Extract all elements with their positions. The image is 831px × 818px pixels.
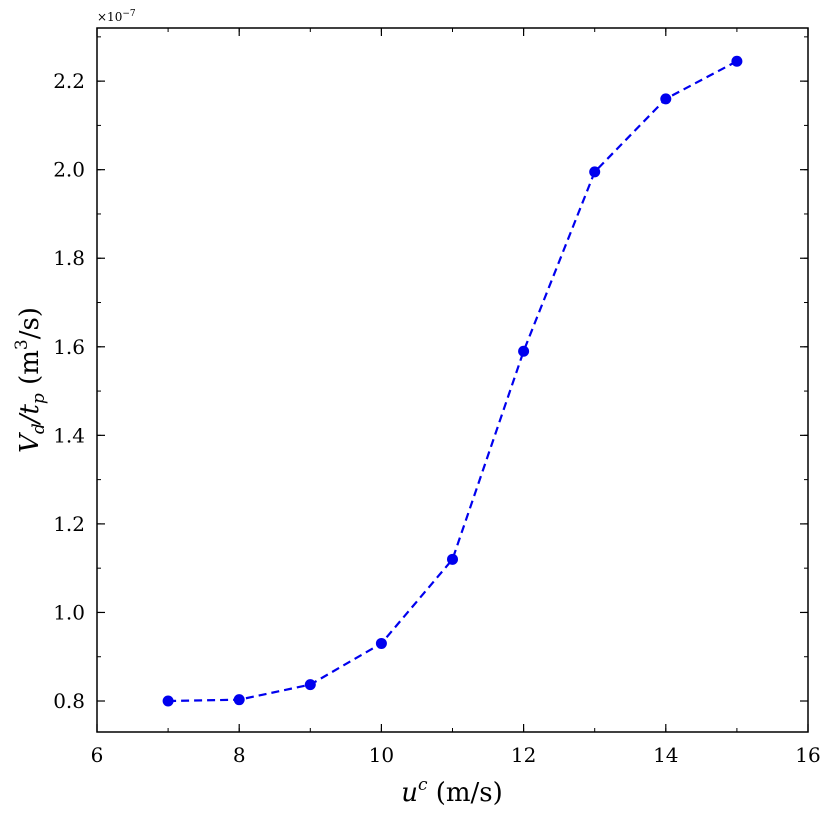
series-group bbox=[162, 55, 743, 707]
y-tick-label: 2.0 bbox=[53, 158, 85, 182]
data-point bbox=[233, 694, 245, 706]
plot-area bbox=[96, 27, 809, 733]
series-line bbox=[168, 60, 738, 703]
data-point bbox=[304, 679, 316, 691]
data-point bbox=[589, 166, 601, 178]
y-tick-label: 0.8 bbox=[53, 689, 85, 713]
x-tick-label: 10 bbox=[369, 743, 394, 767]
x-tick-label: 12 bbox=[511, 743, 536, 767]
x-tick-label: 8 bbox=[233, 743, 246, 767]
x-ticks: 6 8 10 12 14 16 bbox=[91, 28, 821, 767]
y-axis-label: Vd/tp (m3/s) bbox=[12, 307, 49, 453]
y-ticks: 0.8 1.0 1.2 1.4 1.6 1.8 2.0 2.2 bbox=[53, 36, 808, 713]
x-axis-label: uc (m/s) bbox=[401, 775, 503, 808]
data-point bbox=[731, 55, 743, 67]
x-tick-label: 14 bbox=[653, 743, 678, 767]
y-tick-label: 1.8 bbox=[53, 246, 85, 270]
y-tick-label: 1.6 bbox=[53, 335, 85, 359]
x-tick-label: 16 bbox=[795, 743, 820, 767]
data-point bbox=[447, 553, 458, 565]
data-point bbox=[660, 93, 672, 105]
y-axis-offset-label: ×10−7 bbox=[97, 9, 136, 24]
y-tick-label: 2.2 bbox=[53, 69, 85, 93]
data-point bbox=[518, 345, 530, 357]
y-tick-label: 1.2 bbox=[53, 512, 85, 536]
y-tick-label: 1.0 bbox=[53, 600, 85, 624]
y-tick-label: 1.4 bbox=[53, 423, 85, 447]
x-tick-label: 6 bbox=[91, 743, 104, 767]
data-point bbox=[375, 637, 387, 649]
data-point bbox=[162, 695, 174, 707]
